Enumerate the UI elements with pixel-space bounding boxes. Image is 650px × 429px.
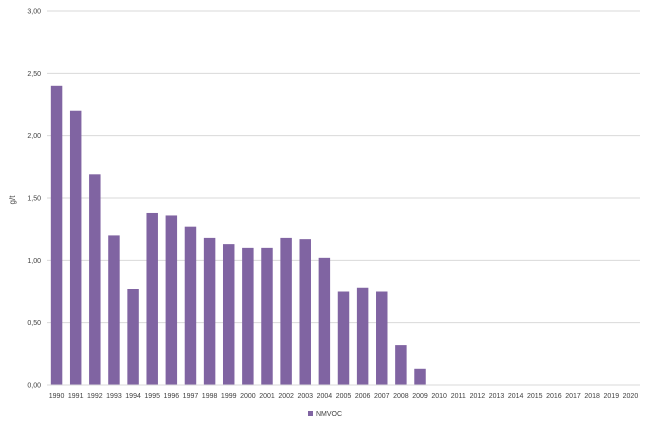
bar-1993 xyxy=(108,235,120,385)
x-tick-label-2004: 2004 xyxy=(317,393,333,400)
x-tick-label-2009: 2009 xyxy=(412,393,428,400)
bar-2003 xyxy=(299,239,311,385)
x-tick-label-2000: 2000 xyxy=(240,393,256,400)
x-tick-label-2005: 2005 xyxy=(336,393,352,400)
bar-1991 xyxy=(69,110,82,385)
x-tick-label-1998: 1998 xyxy=(202,393,218,400)
bar-2009 xyxy=(414,368,426,385)
x-tick-label-2003: 2003 xyxy=(297,393,313,400)
y-axis-tick-labels: 0,00 0,50 1,00 1,50 2,00 2,50 3,00 xyxy=(27,9,41,390)
x-tick-label-2008: 2008 xyxy=(393,393,409,400)
y-axis-label: g/t xyxy=(8,195,17,205)
bar-1994 xyxy=(127,289,139,385)
x-tick-label-1992: 1992 xyxy=(87,393,103,400)
y-tick-label: 1,50 xyxy=(27,196,41,203)
x-tick-label-1994: 1994 xyxy=(125,393,141,400)
bar-1992 xyxy=(89,174,101,385)
bar-1997 xyxy=(184,226,197,385)
x-tick-label-2019: 2019 xyxy=(604,393,620,400)
bar-2006 xyxy=(356,287,369,385)
bar-2007 xyxy=(376,291,388,385)
y-tick-label: 3,00 xyxy=(27,9,41,16)
bar-2000 xyxy=(242,247,254,385)
x-tick-label-2007: 2007 xyxy=(374,393,390,400)
x-tick-label-1993: 1993 xyxy=(106,393,122,400)
bar-1996 xyxy=(165,215,178,385)
bar-1995 xyxy=(146,212,158,385)
bar-2008 xyxy=(395,345,407,385)
legend: NMVOC xyxy=(308,411,342,418)
y-tick-label: 2,00 xyxy=(27,133,41,140)
bars xyxy=(50,85,426,386)
x-tick-label-2002: 2002 xyxy=(278,393,294,400)
x-tick-label-2017: 2017 xyxy=(565,393,581,400)
x-tick-label-2015: 2015 xyxy=(527,393,543,400)
x-tick-label-2012: 2012 xyxy=(470,393,486,400)
x-tick-label-2016: 2016 xyxy=(546,393,562,400)
y-tick-label: 0,00 xyxy=(27,383,41,390)
x-tick-label-2006: 2006 xyxy=(355,393,371,400)
y-tick-label: 2,50 xyxy=(27,71,41,78)
bar-2004 xyxy=(318,257,331,385)
x-tick-label-2011: 2011 xyxy=(451,393,466,400)
x-tick-label-2013: 2013 xyxy=(489,393,505,400)
x-tick-label-2020: 2020 xyxy=(623,393,639,400)
bar-2001 xyxy=(261,247,273,385)
x-tick-label-1996: 1996 xyxy=(164,393,180,400)
x-tick-label-1995: 1995 xyxy=(144,393,160,400)
bar-2005 xyxy=(337,291,350,385)
x-tick-label-2001: 2001 xyxy=(259,393,275,400)
bar-1999 xyxy=(222,244,235,385)
y-tick-label: 1,00 xyxy=(27,258,41,265)
bar-2002 xyxy=(280,237,292,385)
gridlines xyxy=(47,10,640,324)
x-tick-label-1997: 1997 xyxy=(183,393,199,400)
legend-swatch-nmvoc xyxy=(308,411,313,416)
x-tick-label-2014: 2014 xyxy=(508,393,524,400)
bar-1998 xyxy=(203,237,216,385)
bar-1990 xyxy=(50,85,63,386)
x-tick-label-1999: 1999 xyxy=(221,393,237,400)
x-tick-label-2018: 2018 xyxy=(584,393,600,400)
x-axis-tick-labels: 1990 1991 1992 1993 1994 1995 1996 1997 1998 1999… xyxy=(49,393,639,400)
x-tick-label-1991: 1991 xyxy=(68,393,84,400)
x-tick-label-2010: 2010 xyxy=(431,393,447,400)
y-tick-label: 0,50 xyxy=(27,320,41,327)
legend-label-nmvoc: NMVOC xyxy=(316,411,342,418)
x-tick-label-1990: 1990 xyxy=(49,393,65,400)
